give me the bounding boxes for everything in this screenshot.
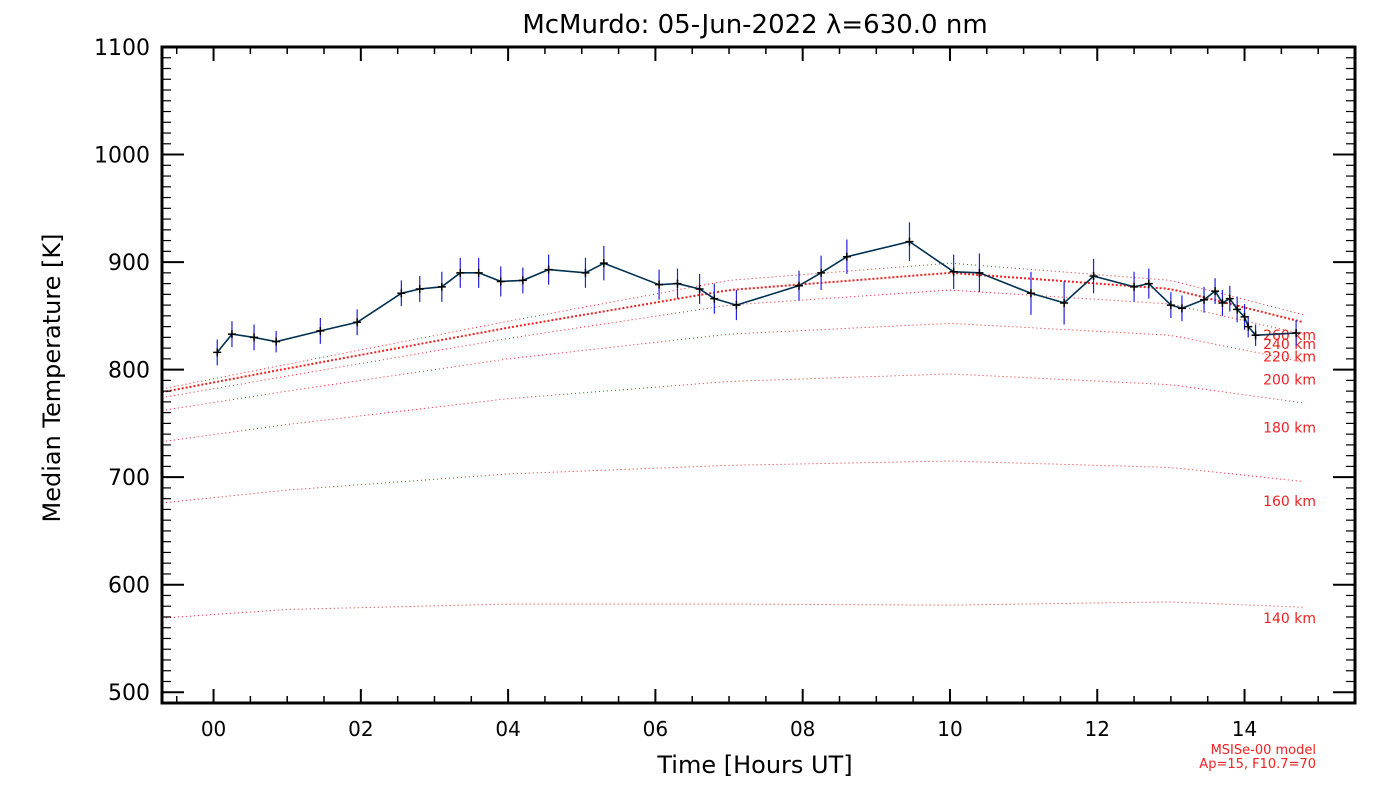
model-note-line-1: MSISe-00 model [1211,743,1316,758]
model-curve-label-0: 140 km [1263,611,1316,627]
data-point-42 [1292,329,1301,338]
model-curve-label-4: 220 km [1263,350,1316,366]
data-point-23 [842,252,851,261]
data-point-12 [518,276,527,285]
data-point-3 [272,337,281,346]
data-point-30 [1130,282,1139,291]
data-point-21 [795,281,804,290]
data-point-38 [1233,305,1242,314]
data-point-14 [581,268,590,277]
data-point-41 [1251,331,1260,340]
y-tick-label-0: 500 [108,681,150,706]
y-tick-label-3: 800 [108,359,150,384]
data-point-7 [415,284,424,293]
model-curve-3 [161,322,1304,411]
x-tick-label-5: 10 [937,717,962,741]
chart-title: McMurdo: 05-Jun-2022 λ=630.0 nm [522,10,987,40]
model-curve-2 [161,373,1304,443]
data-point-13 [544,265,553,274]
y-tick-label-5: 1000 [94,144,150,169]
model-curve-6 [161,262,1304,390]
data-point-24 [905,237,914,246]
data-point-8 [437,282,446,291]
x-tick-label-0: 00 [201,717,226,741]
data-point-33 [1177,304,1186,313]
model-curve-label-3: 200 km [1263,372,1316,388]
model-curve-label-6: 260 km [1263,328,1316,344]
data-point-32 [1166,301,1175,310]
x-tick-label-7: 14 [1232,717,1257,741]
data-point-36 [1218,298,1227,307]
data-point-28 [1060,298,1069,307]
data-point-31 [1144,279,1153,288]
model-curve-label-2: 180 km [1263,421,1316,437]
x-tick-label-2: 04 [495,717,520,741]
data-point-20 [732,301,741,310]
data-point-15 [599,259,608,268]
y-tick-label-2: 700 [108,466,150,491]
model-curve-label-1: 160 km [1263,494,1316,510]
data-point-2 [250,333,259,342]
data-point-37 [1225,294,1234,303]
model-curve-0 [161,601,1304,619]
data-point-40 [1244,322,1253,331]
data-point-6 [397,289,406,298]
data-point-39 [1240,312,1249,321]
data-point-17 [673,279,682,288]
data-point-34 [1200,295,1209,304]
data-point-18 [695,284,704,293]
data-point-11 [496,277,505,286]
x-tick-label-3: 06 [643,717,668,741]
x-axis-label: Time [Hours UT] [656,751,852,779]
model-curve-5 [161,271,1304,394]
model-curve-1 [161,460,1304,504]
x-tick-label-6: 12 [1085,717,1110,741]
data-point-29 [1089,272,1098,281]
x-tick-label-1: 02 [348,717,373,741]
model-curve-4 [161,289,1304,399]
data-point-16 [655,280,664,289]
data-point-5 [353,318,362,327]
y-tick-label-1: 600 [108,574,150,599]
y-axis-label: Median Temperature [K] [38,233,66,522]
data-point-1 [227,330,236,339]
data-point-19 [710,294,719,303]
data-point-26 [975,268,984,277]
data-point-22 [817,268,826,277]
x-tick-label-4: 08 [790,717,815,741]
model-curve-label-5: 240 km [1263,337,1316,353]
axis-ticks: 00 02 04 06 08 10 12 14 500 600 700 800 900 1000 1100 [94,36,1356,741]
data-point-10 [474,268,483,277]
model-note-line-2: Ap=15, F10.7=70 [1199,757,1316,772]
observed-series [213,222,1301,366]
data-point-9 [456,268,465,277]
plot-frame [160,45,1357,705]
y-tick-label-4: 900 [108,251,150,276]
data-point-0 [213,348,222,357]
y-tick-label-6: 1100 [94,36,150,61]
data-point-35 [1211,287,1220,296]
data-point-4 [316,326,325,335]
data-point-25 [949,267,958,276]
data-point-27 [1026,289,1035,298]
